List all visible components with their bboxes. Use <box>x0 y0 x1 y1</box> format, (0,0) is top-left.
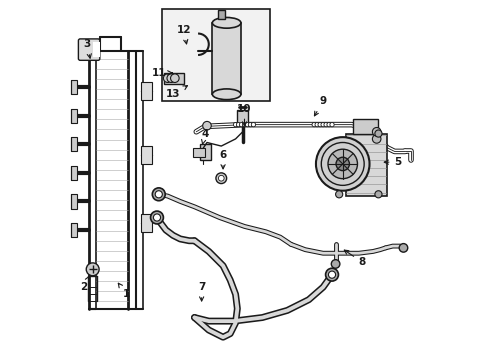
Circle shape <box>233 122 237 127</box>
Bar <box>141 146 151 164</box>
Text: 9: 9 <box>314 96 326 116</box>
Bar <box>71 166 77 180</box>
Circle shape <box>329 122 333 127</box>
Circle shape <box>166 74 175 82</box>
Bar <box>141 214 151 232</box>
Text: 12: 12 <box>176 25 191 44</box>
Bar <box>71 109 77 123</box>
Circle shape <box>320 122 325 127</box>
Circle shape <box>203 121 211 130</box>
Circle shape <box>153 214 160 221</box>
Ellipse shape <box>335 157 349 171</box>
Ellipse shape <box>212 18 241 28</box>
Circle shape <box>325 268 338 281</box>
Circle shape <box>314 122 319 127</box>
Circle shape <box>374 130 381 137</box>
Circle shape <box>248 122 252 127</box>
Circle shape <box>335 191 342 198</box>
Circle shape <box>170 74 179 82</box>
Circle shape <box>150 211 163 224</box>
Circle shape <box>317 122 322 127</box>
Ellipse shape <box>315 137 369 191</box>
Bar <box>346 134 386 196</box>
Bar <box>71 194 77 208</box>
Circle shape <box>331 260 339 268</box>
Circle shape <box>236 122 240 127</box>
Text: 6: 6 <box>219 150 226 169</box>
Bar <box>162 9 269 102</box>
Circle shape <box>86 263 99 276</box>
Circle shape <box>152 188 165 201</box>
Bar <box>212 23 241 94</box>
Text: 13: 13 <box>165 86 187 99</box>
Text: 5: 5 <box>384 157 401 167</box>
Bar <box>237 111 247 125</box>
Circle shape <box>242 122 246 127</box>
Circle shape <box>311 122 316 127</box>
Circle shape <box>323 122 327 127</box>
Text: 11: 11 <box>151 68 172 78</box>
Text: 2: 2 <box>80 276 89 292</box>
Text: 7: 7 <box>198 282 205 301</box>
Circle shape <box>326 122 330 127</box>
Text: 3: 3 <box>83 39 91 58</box>
Bar <box>217 10 224 19</box>
Bar <box>164 73 183 84</box>
Text: 4: 4 <box>201 129 208 144</box>
Text: 8: 8 <box>344 250 365 267</box>
Ellipse shape <box>327 149 357 179</box>
Bar <box>200 144 210 160</box>
Circle shape <box>372 135 380 143</box>
Circle shape <box>216 173 226 184</box>
Circle shape <box>218 175 224 181</box>
Text: 10: 10 <box>237 104 251 126</box>
Circle shape <box>398 244 407 252</box>
Bar <box>71 223 77 237</box>
Text: 1: 1 <box>118 283 130 299</box>
Bar <box>353 119 378 134</box>
Circle shape <box>163 74 172 82</box>
Circle shape <box>372 127 380 136</box>
Ellipse shape <box>212 89 241 100</box>
Bar <box>93 42 100 57</box>
Bar <box>71 137 77 152</box>
Circle shape <box>245 122 249 127</box>
Circle shape <box>374 191 381 198</box>
Bar <box>192 148 205 157</box>
Circle shape <box>251 122 255 127</box>
Bar <box>71 80 77 94</box>
Circle shape <box>239 122 243 127</box>
Circle shape <box>328 271 335 278</box>
Circle shape <box>155 191 162 198</box>
Bar <box>141 82 151 100</box>
FancyBboxPatch shape <box>78 39 100 60</box>
